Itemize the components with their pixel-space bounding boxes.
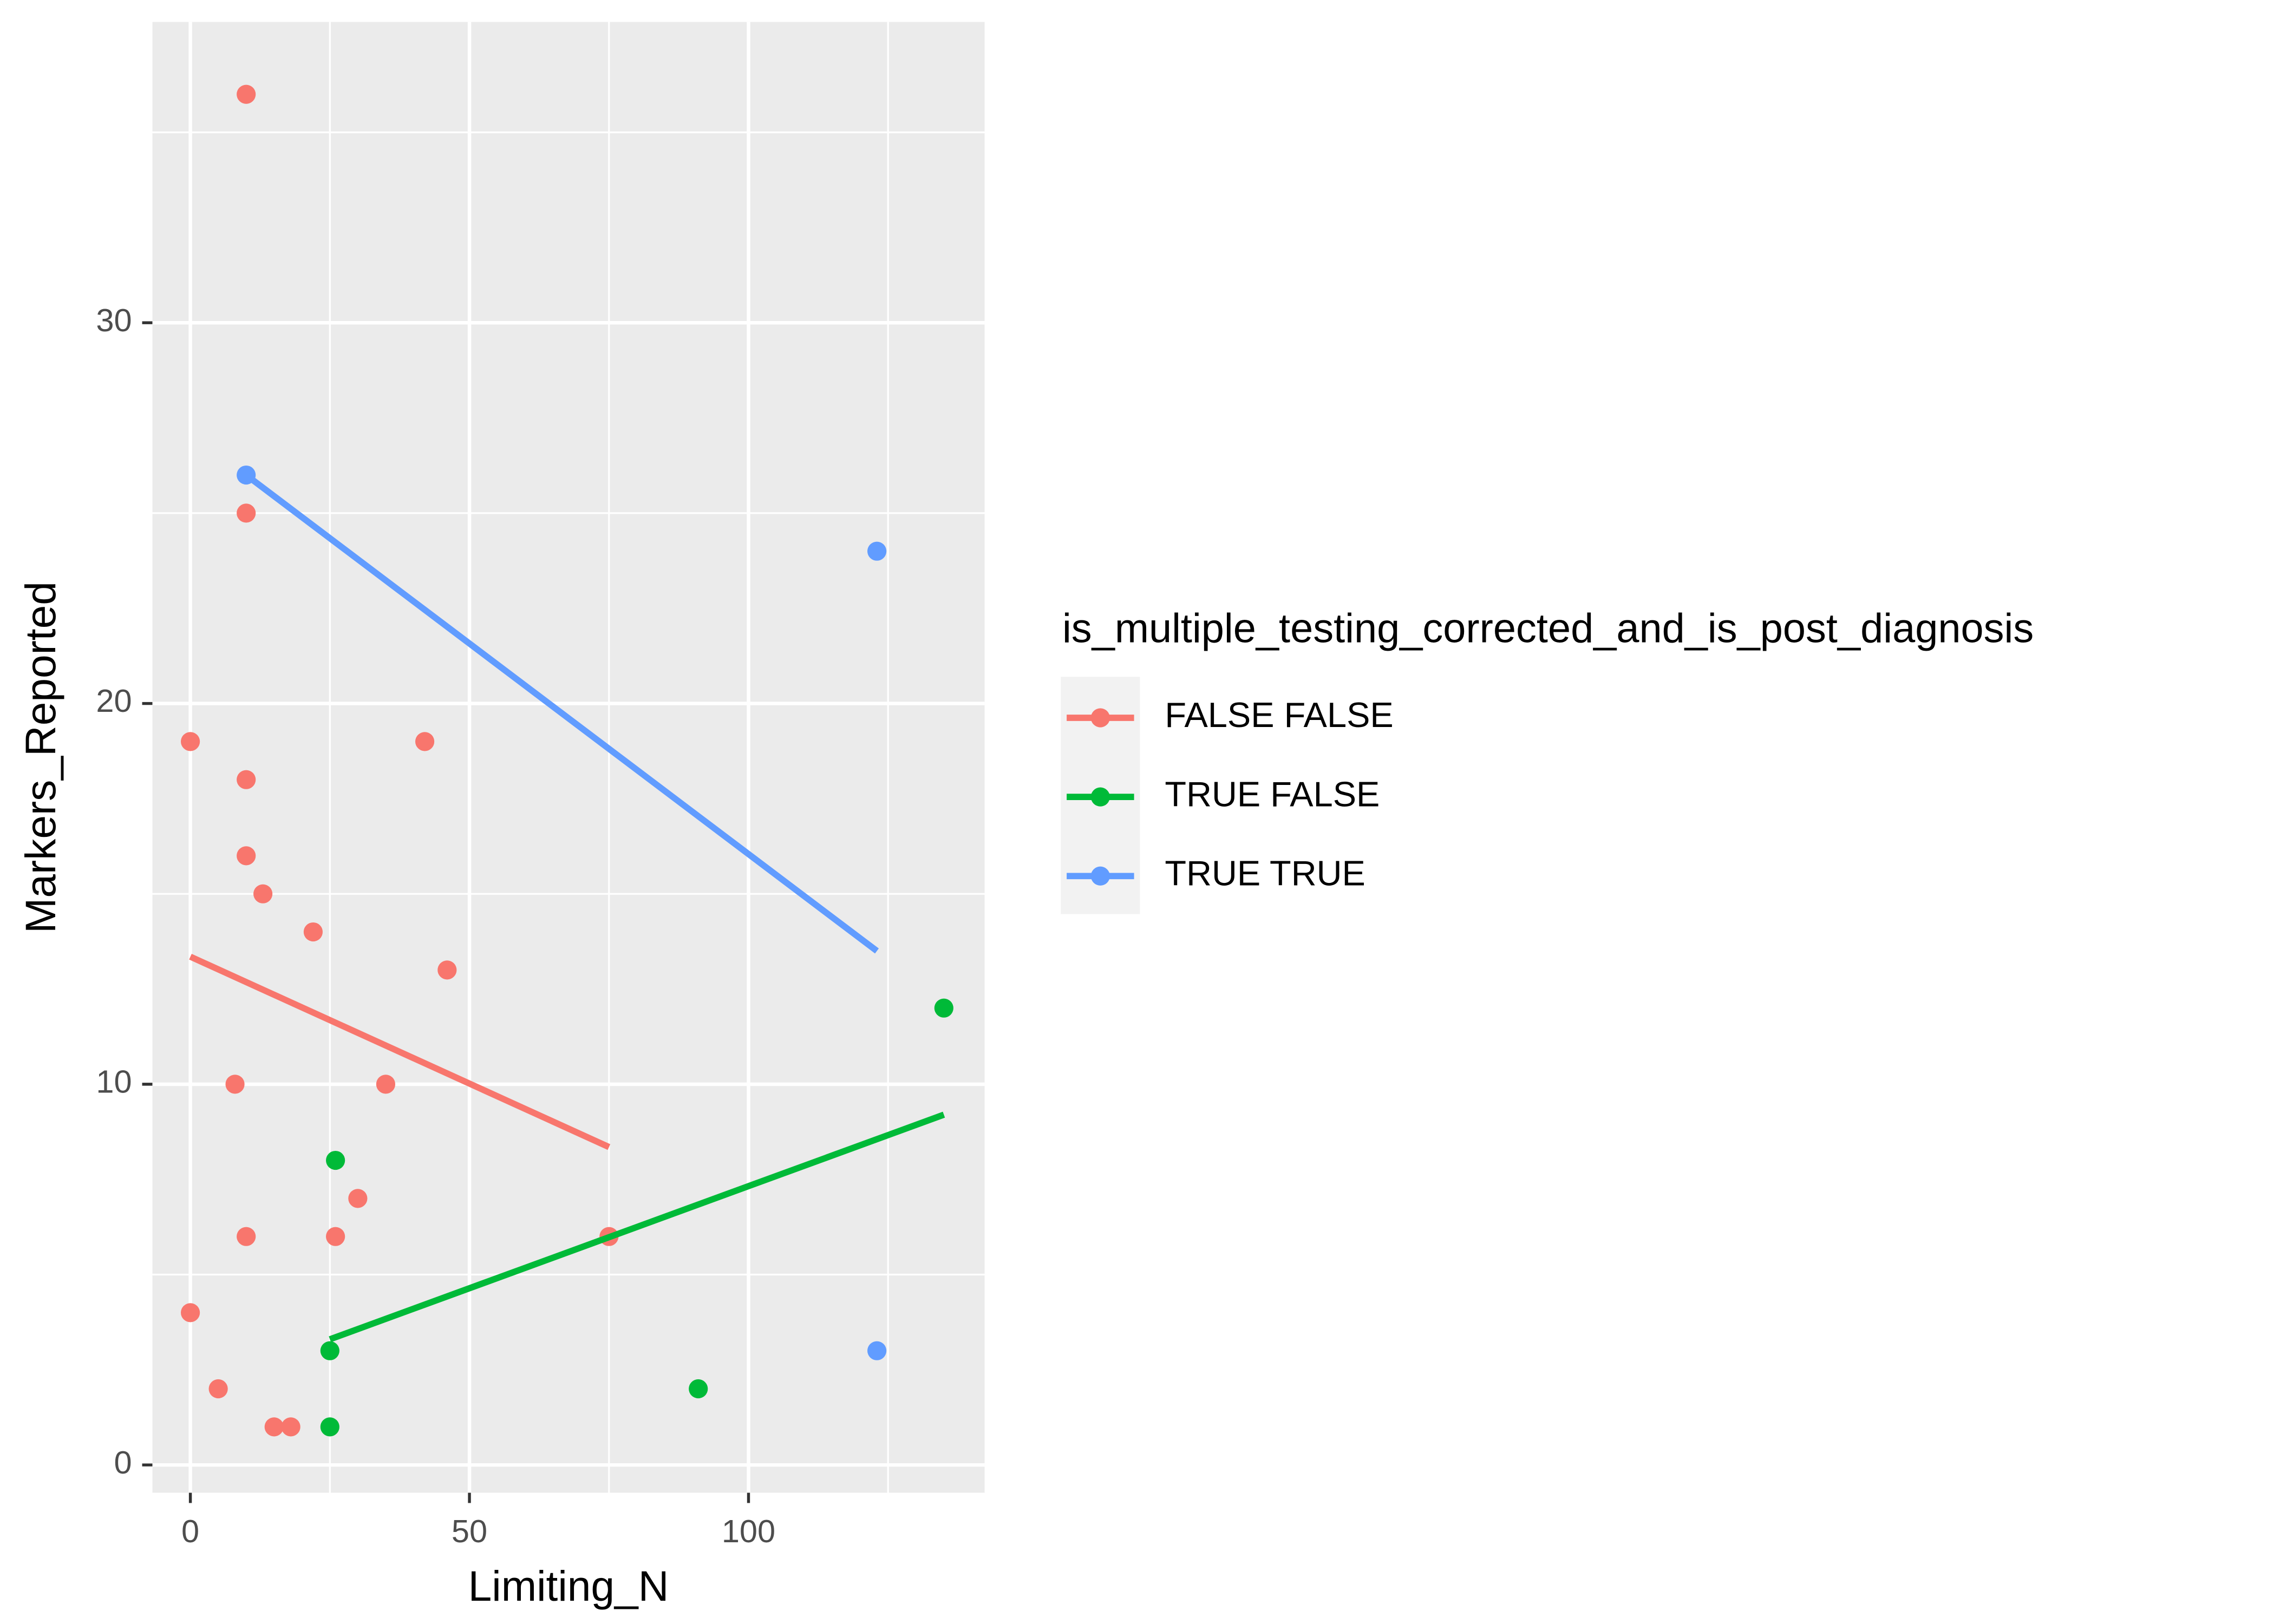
point [437, 960, 457, 980]
point [237, 503, 256, 523]
legend-title: is_multiple_testing_corrected_and_is_pos… [1062, 605, 2034, 651]
point [415, 732, 435, 751]
marks [181, 84, 953, 1437]
point [326, 1150, 345, 1170]
point [376, 1075, 395, 1094]
y-tick-label: 30 [96, 302, 132, 338]
point [181, 732, 200, 751]
panel [152, 22, 985, 1493]
legend-key-point [1090, 866, 1110, 886]
legend-key-point [1090, 787, 1110, 807]
point [181, 1303, 200, 1322]
legend-label: FALSE FALSE [1165, 695, 1393, 735]
point [867, 1341, 887, 1360]
x-tick-label: 100 [722, 1513, 775, 1549]
x-tick-label: 50 [452, 1513, 487, 1549]
fit-line [329, 1111, 945, 1343]
point [253, 884, 273, 903]
point [237, 770, 256, 789]
point [303, 922, 323, 942]
point [237, 84, 256, 104]
point [320, 1341, 339, 1360]
fit-line [244, 472, 879, 954]
point [225, 1075, 245, 1094]
point [264, 1417, 284, 1437]
legend-key-point [1090, 708, 1110, 728]
point [934, 998, 953, 1018]
legend-label: TRUE TRUE [1165, 853, 1365, 893]
x-axis-title: Limiting_N [468, 1562, 669, 1610]
y-tick-label: 10 [96, 1064, 132, 1100]
point [348, 1189, 368, 1208]
grid: 0 50 100 0 10 20 30 [96, 22, 985, 1549]
point [689, 1379, 708, 1399]
x-tick-label: 0 [181, 1513, 199, 1549]
point [281, 1417, 300, 1437]
point [237, 846, 256, 866]
point [326, 1227, 345, 1246]
fit-line [189, 953, 611, 1150]
point [867, 541, 887, 561]
legend-label: TRUE FALSE [1165, 774, 1380, 814]
y-axis-title: Markers_Reported [17, 581, 64, 933]
y-tick-label: 0 [114, 1444, 132, 1481]
point [208, 1379, 228, 1399]
legend: FALSE FALSE TRUE FALSE TRUE TRUE [1061, 677, 1394, 914]
y-tick-label: 20 [96, 683, 132, 719]
point [320, 1417, 339, 1437]
point [237, 1227, 256, 1246]
